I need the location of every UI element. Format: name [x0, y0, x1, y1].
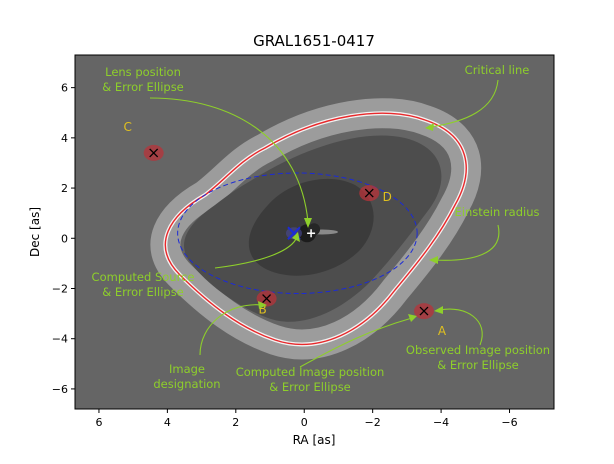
annotation-lens: & Error Ellipse	[102, 80, 184, 94]
annotation-einstein: Einstein radius	[454, 205, 539, 219]
axis-ticks: 6 4 2 0 −2 −4 −6 6 4 2 0 −2 −4 −6	[52, 82, 518, 429]
arrowhead-observed-image	[434, 306, 443, 314]
chart-title: GRAL1651-0417	[253, 32, 375, 50]
image-marker	[262, 294, 272, 303]
y-tick-label: −6	[52, 383, 68, 396]
image-label: B	[258, 303, 266, 317]
x-tick-label: 2	[232, 416, 239, 429]
arrowhead-lens	[304, 218, 312, 228]
axes-frame	[74, 54, 555, 410]
y-tick-label: 4	[61, 132, 68, 145]
x-tick-label: 0	[301, 416, 308, 429]
y-tick-label: 6	[61, 82, 68, 95]
annotation-designation: designation	[153, 377, 220, 391]
image-marker	[419, 306, 429, 316]
annotation-designation: Image	[169, 362, 205, 376]
arrow-critical	[429, 79, 499, 128]
y-axis-label: Dec [as]	[28, 207, 42, 257]
arrow-designation	[199, 304, 263, 356]
einstein-radius-ellipse	[177, 172, 418, 295]
arrow-lens	[149, 97, 309, 223]
arrow-computed-image	[299, 317, 413, 368]
y-tick-label: −4	[52, 333, 68, 346]
x-tick-label: 6	[95, 416, 102, 429]
arrow-source	[214, 236, 298, 269]
arrowhead-critical	[425, 123, 434, 131]
y-tick-label: 0	[61, 232, 68, 245]
annotation-source: & Error Ellipse	[102, 285, 184, 299]
image-marker	[364, 188, 374, 198]
annotation-source: Computed Source	[92, 270, 195, 284]
arrowhead-einstein	[429, 256, 438, 264]
y-tick-label: −2	[52, 282, 68, 295]
source-marker	[287, 226, 301, 240]
arrow-einstein	[433, 224, 500, 261]
x-tick-label: −2	[365, 416, 381, 429]
annotation-computed_image: Computed Image position	[236, 365, 385, 379]
y-tick-label: 2	[61, 182, 68, 195]
annotation-arrows	[149, 79, 500, 368]
x-tick-label: 4	[164, 416, 171, 429]
arrowhead-source	[292, 232, 300, 242]
annotation-arrowheads	[258, 123, 443, 322]
image-label: D	[383, 190, 392, 204]
arrowhead-computed-image	[408, 314, 417, 322]
image-marker	[149, 148, 159, 158]
critical-line	[164, 112, 467, 346]
x-tick-label: −6	[501, 416, 517, 429]
image-label: C	[123, 120, 131, 134]
arrow-observed-image	[439, 308, 483, 346]
annotation-lens: Lens position	[105, 65, 181, 79]
annotation-computed_image: & Error Ellipse	[269, 380, 351, 394]
annotation-observed_image: Observed Image position	[406, 343, 550, 357]
annotation-observed_image: & Error Ellipse	[437, 358, 519, 372]
arrowhead-designation	[258, 301, 267, 309]
x-axis-label: RA [as]	[293, 433, 336, 447]
annotation-critical: Critical line	[465, 63, 530, 77]
image-label: A	[438, 324, 447, 338]
x-tick-label: −4	[433, 416, 449, 429]
